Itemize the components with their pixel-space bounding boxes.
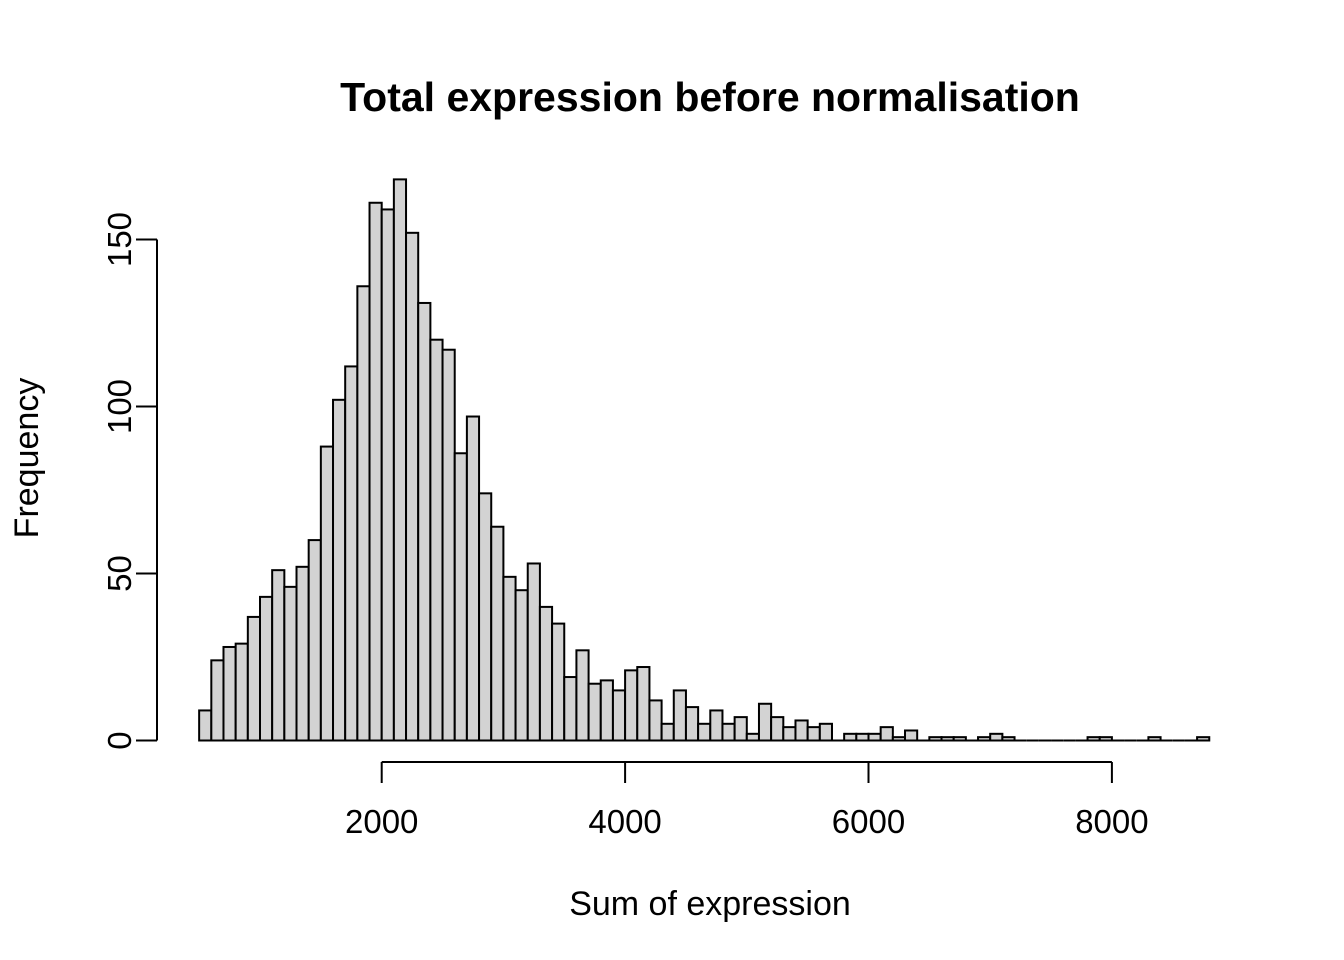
histogram-bar — [332, 398, 347, 742]
histogram-bar — [502, 575, 517, 742]
histogram-bar — [818, 722, 833, 742]
histogram-bar — [672, 689, 687, 742]
histogram-bar — [733, 716, 748, 742]
histogram-bar — [843, 732, 858, 742]
histogram-bar — [551, 622, 566, 742]
histogram-bar — [1147, 736, 1162, 742]
histogram-bar — [782, 726, 797, 742]
histogram-bar — [478, 492, 493, 742]
histogram-bar — [1001, 736, 1016, 742]
histogram-bar — [599, 679, 614, 742]
histogram-bar — [234, 642, 249, 742]
y-tick-label: 50 — [101, 555, 138, 592]
histogram-bar — [989, 732, 1004, 742]
histogram-bar — [441, 348, 456, 742]
histogram-bar — [429, 338, 444, 742]
histogram-bar — [891, 736, 907, 742]
histogram-bar — [904, 729, 919, 742]
histogram-bar — [417, 301, 432, 742]
histogram-bar — [940, 736, 955, 742]
histogram-bar — [283, 585, 298, 742]
histogram-bar — [1196, 736, 1211, 742]
chart-title: Total expression before normalisation — [340, 74, 1080, 120]
histogram-bar — [344, 365, 359, 742]
y-tick-label: 100 — [101, 379, 138, 434]
histogram-bar — [745, 732, 760, 742]
histogram-bar — [490, 525, 505, 742]
histogram-bar — [392, 178, 408, 742]
histogram-bar — [563, 676, 578, 742]
histogram-bar — [648, 699, 663, 742]
histogram-bar — [210, 659, 225, 742]
bars-group — [198, 178, 1211, 742]
histogram-bar — [697, 722, 712, 742]
histogram-bar — [271, 569, 286, 742]
y-tick-label: 0 — [101, 731, 138, 749]
histogram-bar — [295, 565, 310, 742]
histogram-bar — [307, 539, 322, 742]
histogram-bar — [526, 562, 541, 742]
histogram-bar — [453, 452, 468, 742]
histogram-bar — [636, 666, 651, 742]
histogram-bar — [575, 649, 590, 742]
histogram-bar — [380, 208, 395, 742]
histogram-bar — [624, 669, 639, 742]
histogram-bar — [879, 726, 894, 742]
histogram-bar — [855, 732, 870, 742]
x-tick-label: 8000 — [1075, 803, 1148, 840]
histogram-bar — [587, 682, 602, 742]
y-axis-title: Frequency — [8, 378, 46, 539]
histogram-bar — [514, 589, 529, 742]
histogram-bar — [538, 605, 554, 742]
histogram-bar — [405, 231, 420, 742]
histogram-bar — [259, 595, 274, 742]
histogram-bar — [222, 645, 237, 742]
histogram-bar — [977, 736, 992, 742]
histogram-bar — [465, 415, 481, 742]
x-tick-label: 2000 — [345, 803, 418, 840]
histogram-bar — [867, 732, 882, 742]
y-tick-label: 150 — [101, 212, 138, 267]
histogram-bar — [721, 722, 736, 742]
x-axis-title: Sum of expression — [569, 885, 851, 923]
x-tick-label: 6000 — [832, 803, 905, 840]
histogram-bar — [806, 726, 821, 742]
histogram-bar — [928, 736, 943, 742]
histogram-bar — [198, 709, 213, 742]
histogram-bar — [1086, 736, 1101, 742]
histogram-bar — [246, 615, 262, 742]
y-axis: 0 50 100 150 — [101, 212, 158, 750]
histogram-bar — [611, 689, 627, 742]
x-tick-label: 4000 — [588, 803, 661, 840]
histogram-bar — [709, 709, 724, 742]
x-axis: 2000 4000 6000 8000 — [345, 761, 1149, 840]
histogram-bar — [368, 201, 383, 742]
histogram-bar — [319, 445, 335, 742]
histogram-bar — [356, 285, 371, 742]
histogram-bar — [660, 722, 675, 742]
histogram-bar — [684, 706, 700, 742]
histogram-bar — [1098, 736, 1113, 742]
histogram-bar — [794, 719, 809, 742]
histogram-bar — [757, 702, 773, 742]
histogram-bar — [952, 736, 967, 742]
histogram-bar — [770, 716, 785, 742]
